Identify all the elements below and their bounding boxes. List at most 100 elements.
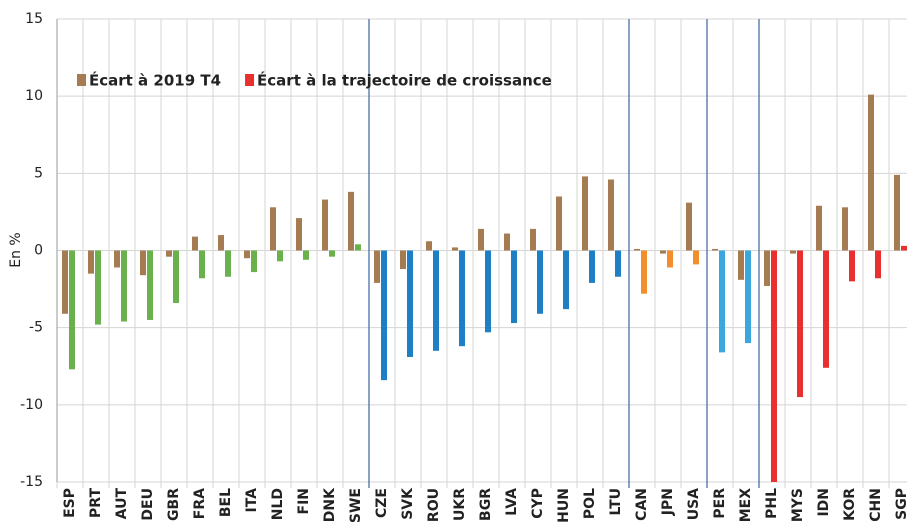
bar xyxy=(199,250,205,279)
bar xyxy=(374,250,380,283)
bar xyxy=(400,250,406,270)
x-tick-label: SGP xyxy=(894,488,907,520)
bar xyxy=(485,250,491,333)
bar xyxy=(582,176,588,251)
bar xyxy=(615,250,621,277)
bar xyxy=(114,250,120,268)
bar xyxy=(816,205,822,251)
x-tick-label: PER xyxy=(712,488,728,519)
y-tick-label: 5 xyxy=(34,165,43,181)
bar xyxy=(901,245,907,251)
x-tick-label: FRA xyxy=(192,488,208,519)
x-tick-label: JPN xyxy=(660,488,676,516)
y-tick-label: 15 xyxy=(25,11,43,27)
x-tick-label: MEX xyxy=(738,488,754,522)
bar xyxy=(660,250,666,254)
x-tick-label: LTU xyxy=(608,488,624,516)
x-tick-label: DNK xyxy=(322,487,338,522)
bar xyxy=(329,250,335,257)
y-tick-label: -10 xyxy=(20,397,43,413)
y-tick-label: 0 xyxy=(34,243,43,259)
x-tick-label: CZE xyxy=(374,488,390,518)
bar xyxy=(634,248,640,251)
x-tick-label: NLD xyxy=(270,488,286,520)
bar xyxy=(251,250,257,273)
bar xyxy=(62,250,68,314)
x-tick-label: BGR xyxy=(478,488,494,521)
bar xyxy=(459,250,465,347)
bar xyxy=(894,174,900,251)
bar xyxy=(121,250,127,322)
bar xyxy=(738,250,744,280)
bar xyxy=(381,250,387,381)
bar xyxy=(764,250,770,286)
bar xyxy=(823,250,829,368)
y-axis-label: En % xyxy=(8,232,24,267)
bar xyxy=(771,250,777,482)
bar xyxy=(563,250,569,310)
bar xyxy=(842,207,848,251)
bar xyxy=(719,250,725,353)
bar xyxy=(693,250,699,265)
bar xyxy=(426,241,432,251)
bar xyxy=(712,248,718,251)
bar xyxy=(504,233,510,251)
legend-label: Écart à la trajectoire de croissance xyxy=(257,71,552,90)
bar xyxy=(303,250,309,260)
bar xyxy=(849,250,855,282)
bar xyxy=(530,228,536,251)
legend-label: Écart à 2019 T4 xyxy=(89,71,221,90)
bar xyxy=(173,250,179,303)
x-tick-label: FIN xyxy=(296,488,312,515)
bar xyxy=(407,250,413,357)
bar xyxy=(608,179,614,251)
bar xyxy=(875,250,881,279)
bar xyxy=(433,250,439,351)
x-tick-label: DEU xyxy=(140,488,156,521)
bar xyxy=(745,250,751,344)
x-tick-label: CYP xyxy=(530,488,546,519)
bar xyxy=(244,250,250,259)
bar xyxy=(147,250,153,320)
bar xyxy=(686,202,692,251)
x-tick-label: SWE xyxy=(348,488,364,523)
bar xyxy=(322,199,328,251)
x-tick-label: CHN xyxy=(868,488,884,522)
x-tick-label: GBR xyxy=(166,488,182,521)
bar xyxy=(797,250,803,398)
bar xyxy=(589,250,595,283)
x-tick-label: USA xyxy=(686,488,702,520)
x-tick-label: LVA xyxy=(504,488,520,516)
y-tick-label: -5 xyxy=(29,320,43,336)
x-tick-label: CAN xyxy=(634,488,650,521)
bar xyxy=(69,250,75,370)
x-tick-label: UKR xyxy=(452,488,468,521)
bar xyxy=(225,250,231,277)
bar xyxy=(270,207,276,251)
bar xyxy=(88,250,94,274)
bar xyxy=(868,94,874,251)
bar xyxy=(296,218,302,251)
x-tick-label: PHL xyxy=(764,488,780,519)
x-tick-label: HUN xyxy=(556,488,572,523)
bar xyxy=(478,228,484,251)
bar xyxy=(641,250,647,294)
bar xyxy=(537,250,543,314)
bar xyxy=(556,196,562,251)
y-tick-label: -15 xyxy=(20,474,43,490)
bar xyxy=(95,250,101,325)
bar xyxy=(140,250,146,276)
x-tick-label: ROU xyxy=(426,488,442,522)
bar xyxy=(355,244,361,251)
bar xyxy=(277,250,283,262)
bar xyxy=(192,236,198,251)
bar xyxy=(452,247,458,251)
x-tick-label: KOR xyxy=(842,488,858,521)
bar xyxy=(511,250,517,324)
bar xyxy=(667,250,673,268)
x-tick-label: BEL xyxy=(218,488,234,517)
group-separators xyxy=(368,19,760,488)
x-tick-label: PRT xyxy=(88,488,104,518)
bar xyxy=(348,191,354,251)
